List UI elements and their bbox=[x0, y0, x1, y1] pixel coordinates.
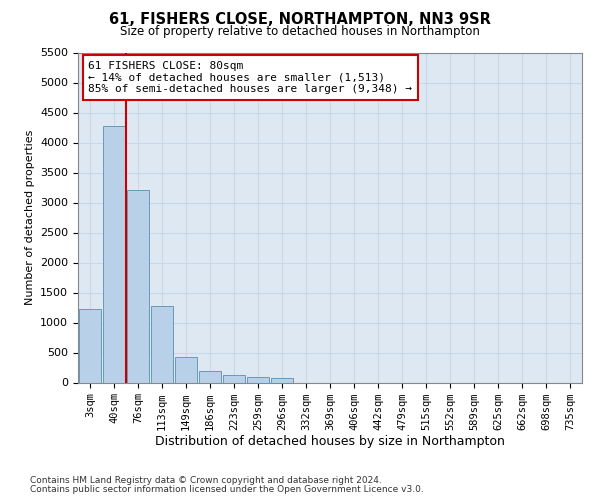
Bar bbox=[103, 126, 125, 382]
Text: Contains public sector information licensed under the Open Government Licence v3: Contains public sector information licen… bbox=[30, 485, 424, 494]
Text: Size of property relative to detached houses in Northampton: Size of property relative to detached ho… bbox=[120, 25, 480, 38]
Bar bbox=[223, 376, 245, 382]
Y-axis label: Number of detached properties: Number of detached properties bbox=[25, 130, 35, 305]
Bar bbox=[151, 306, 173, 382]
X-axis label: Distribution of detached houses by size in Northampton: Distribution of detached houses by size … bbox=[155, 436, 505, 448]
Bar bbox=[79, 308, 101, 382]
Text: Contains HM Land Registry data © Crown copyright and database right 2024.: Contains HM Land Registry data © Crown c… bbox=[30, 476, 382, 485]
Bar bbox=[271, 378, 293, 382]
Bar bbox=[247, 378, 269, 382]
Text: 61, FISHERS CLOSE, NORTHAMPTON, NN3 9SR: 61, FISHERS CLOSE, NORTHAMPTON, NN3 9SR bbox=[109, 12, 491, 28]
Bar bbox=[127, 190, 149, 382]
Bar bbox=[175, 356, 197, 382]
Bar bbox=[199, 371, 221, 382]
Text: 61 FISHERS CLOSE: 80sqm
← 14% of detached houses are smaller (1,513)
85% of semi: 61 FISHERS CLOSE: 80sqm ← 14% of detache… bbox=[88, 60, 412, 94]
